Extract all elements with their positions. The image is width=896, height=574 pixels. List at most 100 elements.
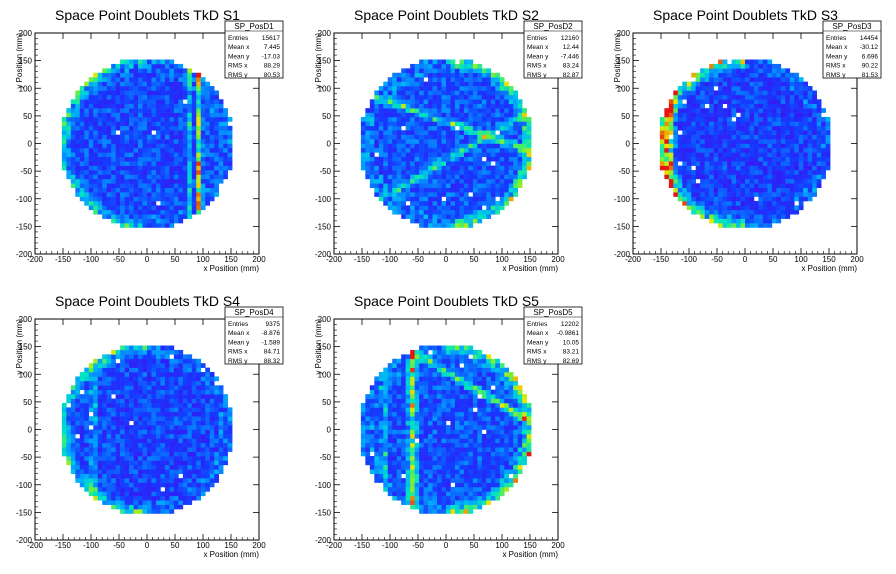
heatmap-cell [423, 187, 429, 193]
heatmap-cell [160, 81, 166, 87]
heatmap-cell [111, 385, 116, 391]
heatmap-cell [450, 147, 456, 153]
heatmap-cell [147, 504, 152, 510]
heatmap-cell [428, 143, 433, 149]
heatmap-cell [807, 174, 813, 180]
heatmap-cell [463, 156, 469, 162]
heatmap-cell [709, 156, 714, 162]
heatmap-cell [780, 165, 786, 171]
heatmap-cell [365, 108, 371, 113]
heatmap-cell [178, 349, 184, 355]
heatmap-cell [209, 425, 215, 430]
heatmap-cell [682, 103, 688, 109]
heatmap-cell [70, 451, 76, 457]
heatmap-cell [677, 139, 683, 144]
heatmap-cell [812, 156, 817, 162]
heatmap-cell [106, 152, 112, 158]
heatmap-cell [374, 161, 380, 166]
heatmap-cell [160, 209, 166, 215]
heatmap-cell [432, 86, 438, 91]
heatmap-cell [178, 504, 184, 510]
heatmap-cell [508, 147, 514, 153]
heatmap-cell [75, 134, 81, 140]
heatmap-cell [776, 103, 782, 109]
heatmap-cell [477, 139, 483, 144]
heatmap-cell [178, 442, 184, 448]
heatmap-cell [468, 116, 474, 122]
heatmap-cell [205, 143, 211, 149]
heatmap-cell [79, 469, 85, 474]
heatmap-cell [169, 161, 175, 166]
heatmap-cell [147, 174, 152, 180]
x-tick-label: 200 [252, 255, 266, 264]
heatmap-cell [169, 447, 175, 452]
heatmap-cell [423, 147, 429, 153]
heatmap-cell [419, 218, 424, 224]
heatmap-cell [142, 174, 148, 180]
heatmap-cell [392, 156, 398, 162]
heatmap-cell [75, 469, 81, 474]
heatmap-cell [209, 156, 215, 162]
heatmap-cell [115, 178, 121, 184]
heatmap-cell [419, 125, 424, 131]
heatmap-cell [695, 161, 701, 166]
heatmap-cell [227, 130, 233, 135]
heatmap-cell [133, 86, 139, 91]
heatmap-cell [160, 59, 166, 65]
heatmap-cell [499, 134, 505, 140]
heatmap-cell [200, 77, 206, 82]
heatmap-cell [169, 407, 175, 413]
heatmap-cell [776, 192, 782, 197]
heatmap-cell [191, 161, 197, 166]
heatmap-cell [423, 192, 429, 197]
heatmap-cell [396, 72, 402, 78]
heatmap-cell [396, 165, 402, 171]
heatmap-cell [700, 68, 705, 74]
heatmap-cell [441, 178, 447, 184]
heatmap-cell [396, 187, 402, 193]
heatmap-cell [160, 143, 166, 149]
heatmap-cell [124, 116, 130, 122]
heatmap-cell [79, 429, 85, 435]
heatmap-cell [771, 81, 777, 87]
heatmap-cell [178, 354, 184, 360]
heatmap-cell [677, 103, 683, 109]
heatmap-cell [749, 196, 755, 202]
heatmap-cell [160, 372, 166, 377]
heatmap-cell [767, 139, 773, 144]
heatmap-cell [446, 214, 451, 219]
heatmap-cell [187, 108, 193, 113]
heatmap-cell [182, 372, 188, 377]
heatmap-cell [142, 112, 148, 118]
heatmap-cell [151, 411, 157, 417]
heatmap-cell [776, 170, 782, 175]
heatmap-cell [111, 121, 116, 127]
heatmap-cell [106, 456, 112, 461]
heatmap-cell [740, 130, 746, 135]
heatmap-cell [771, 68, 777, 74]
heatmap-cell [84, 183, 90, 188]
heatmap-cell [798, 125, 804, 131]
heatmap-cell [106, 354, 112, 360]
heatmap-cell [437, 178, 442, 184]
heatmap-cell [423, 218, 429, 224]
heatmap-cell [499, 196, 505, 202]
heatmap-cell [700, 170, 705, 175]
heatmap-cell [736, 165, 741, 171]
heatmap-cell [209, 121, 215, 127]
heatmap-cell [169, 72, 175, 78]
heatmap-cell [106, 376, 112, 382]
heatmap-cell [187, 433, 193, 439]
heatmap-cell [718, 121, 723, 127]
heatmap-cell [490, 99, 496, 105]
heatmap-cell [155, 429, 161, 435]
x-tick-label: 50 [769, 255, 778, 264]
heatmap-cell [147, 425, 152, 430]
heatmap-cell [102, 134, 107, 140]
heatmap-cell [151, 456, 157, 461]
heatmap-cell [446, 143, 451, 149]
heatmap-cell [753, 90, 759, 96]
heatmap-cell [718, 77, 723, 82]
heatmap-cell [794, 165, 800, 171]
heatmap-cell [727, 192, 732, 197]
